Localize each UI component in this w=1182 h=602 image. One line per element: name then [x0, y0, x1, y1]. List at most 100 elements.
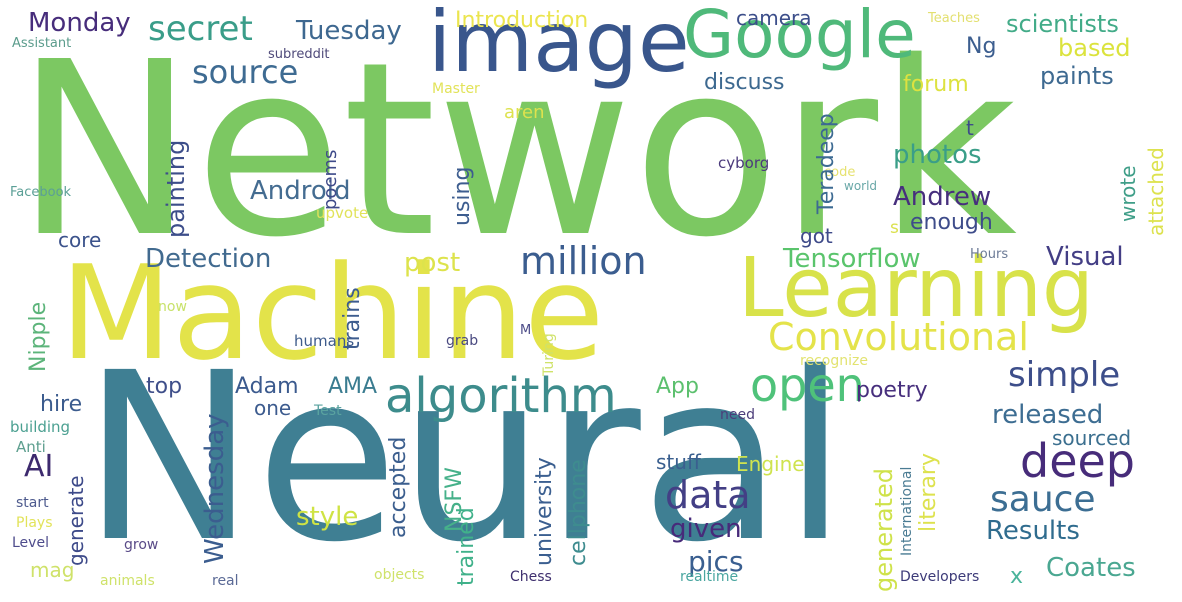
word: animals [100, 573, 155, 589]
word: Convolutional [768, 315, 1029, 359]
word: Assistant [12, 36, 72, 51]
word: algorithm [385, 368, 617, 424]
word: accepted [386, 436, 411, 538]
word: Chess [510, 569, 552, 585]
word: building [10, 418, 71, 436]
word: generated [870, 468, 898, 592]
word: Plays [16, 515, 53, 531]
word: Developers [900, 569, 980, 585]
word: AMA [328, 374, 378, 399]
word: Teradeep [814, 113, 839, 214]
word: realtime [680, 569, 739, 585]
word: Adam [235, 374, 299, 399]
word: given [670, 514, 742, 544]
word: Andrew [893, 182, 992, 212]
word: source [192, 53, 299, 91]
word: enough [910, 210, 993, 235]
word: recognize [800, 353, 868, 369]
word: Tensorflow [783, 244, 921, 274]
word: forum [903, 72, 969, 97]
word: open [750, 358, 865, 412]
word: aren [504, 102, 545, 123]
word: one [254, 396, 292, 420]
word: million [520, 239, 647, 283]
word: Learning [738, 241, 1094, 336]
word: released [992, 400, 1104, 430]
word: secret [148, 9, 253, 49]
word: generate [64, 475, 88, 566]
word: subreddit [268, 47, 330, 62]
word: Detection [145, 244, 272, 274]
word: mag [30, 558, 75, 582]
word: Neural [82, 323, 848, 593]
word: M [520, 323, 532, 338]
word: App [656, 374, 699, 399]
word: x [1010, 564, 1024, 589]
word: university [532, 457, 557, 566]
word: photos [893, 140, 982, 170]
word: attached [1144, 147, 1168, 236]
word: stuff [656, 450, 701, 474]
word: based [1058, 34, 1131, 62]
word: sourced [1052, 426, 1132, 450]
word: deep [1020, 434, 1135, 488]
word: Engine [736, 452, 805, 476]
word: poetry [856, 378, 928, 403]
word: AI [24, 449, 54, 484]
word: Introduction [455, 8, 589, 33]
word: got [800, 224, 833, 248]
word: Test [314, 403, 342, 419]
word: grow [124, 537, 159, 553]
word: top [146, 374, 183, 399]
word: discuss [704, 70, 785, 95]
word: Google [683, 0, 916, 73]
word: simple [1008, 355, 1121, 395]
word: scientists [1006, 10, 1119, 38]
word: start [16, 495, 49, 511]
word: camera [736, 6, 812, 30]
word: Network [15, 10, 1018, 290]
word: trains [340, 287, 365, 350]
word: using [450, 166, 475, 226]
word: core [58, 228, 102, 252]
word: Teaches [928, 11, 980, 26]
word: Coates [1046, 553, 1136, 583]
word: Turing [541, 333, 557, 376]
word: trained [454, 507, 479, 586]
word: pics [688, 545, 744, 578]
word: Android [250, 176, 351, 206]
word: post [404, 248, 461, 278]
word: Nipple [26, 301, 51, 372]
word: image [428, 0, 690, 91]
word: grab [446, 333, 479, 349]
word: poems [320, 149, 341, 210]
word: cellphone [566, 459, 591, 566]
word: International [899, 466, 915, 556]
word: world [844, 179, 878, 193]
word: Hours [970, 247, 1009, 262]
word: Visual [1046, 242, 1124, 272]
word: paints [1040, 62, 1114, 90]
word: hire [40, 392, 83, 417]
word: wrote [1116, 165, 1140, 222]
word: Machine [60, 237, 605, 389]
word: real [212, 573, 239, 589]
word: t [966, 116, 974, 140]
word: Tuesday [296, 16, 402, 46]
word: Ng [966, 34, 997, 59]
word: Level [12, 535, 49, 551]
word: Facebook [10, 185, 72, 200]
word: humans [294, 332, 355, 350]
word: painting [162, 139, 190, 238]
word: cyborg [718, 154, 770, 172]
word: Wednesday [200, 413, 230, 564]
word: literary [916, 453, 941, 532]
word: Monday [28, 8, 131, 38]
word: Anti [16, 438, 46, 456]
word: upvote [316, 204, 369, 222]
word: need [720, 407, 755, 423]
word: Results [986, 516, 1080, 546]
word: sauce [990, 479, 1096, 520]
word: objects [374, 567, 425, 583]
word: now [158, 299, 187, 315]
